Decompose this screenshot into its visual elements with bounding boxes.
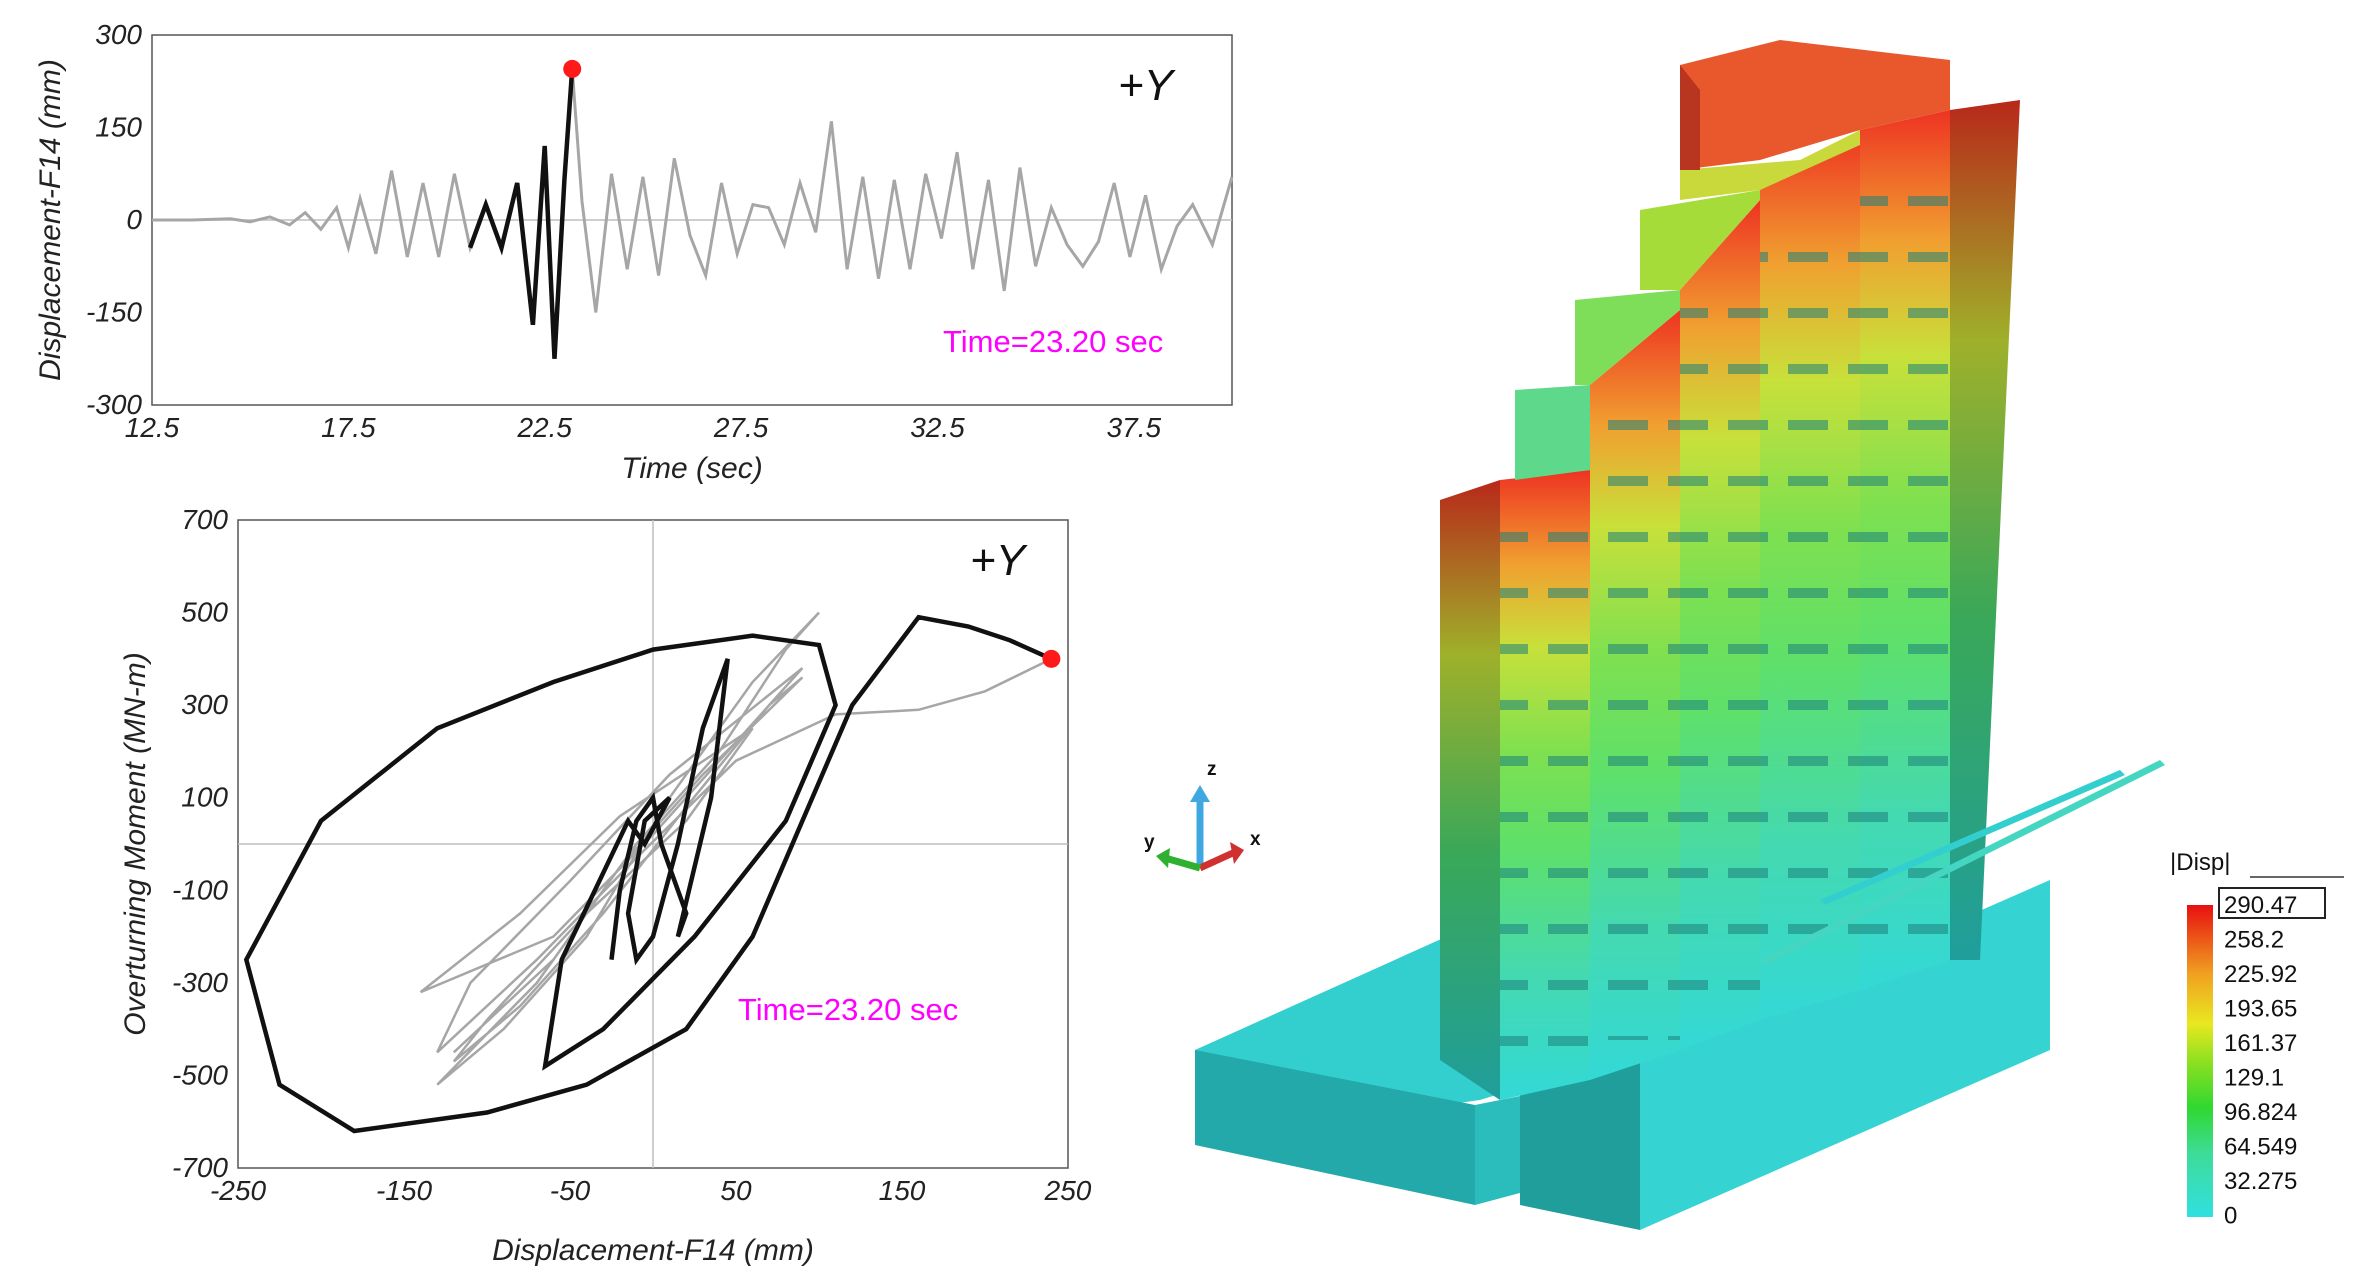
full-history-line xyxy=(419,611,1052,1086)
step-4 xyxy=(1680,130,1860,200)
core-base-side xyxy=(1640,880,2050,1230)
roof-top xyxy=(1680,40,1950,170)
x-tick-label: -150 xyxy=(376,1175,432,1206)
y-tick-label: -300 xyxy=(172,967,228,998)
current-segment-line xyxy=(243,614,1053,1134)
slab-mid xyxy=(1760,760,2165,965)
x-axis-label: Displacement-F14 (mm) xyxy=(492,1234,814,1267)
colorbar-label: 129.1 xyxy=(2224,1065,2284,1092)
y-tick-label: 700 xyxy=(181,504,228,535)
moment-displacement-chart: 700 500 300 100 -100 -300 -500 -700 -250 -150 -50… xyxy=(119,504,1092,1267)
colorbar-legend: |Disp| 290.47 258.2 225.92 193.65 161.37 129.… xyxy=(2170,849,2344,1230)
roof-front xyxy=(1680,65,1700,170)
time-label: Time=23.20 sec xyxy=(943,324,1163,359)
colorbar-max-box xyxy=(2218,887,2326,919)
y-axis-label: Overturning Moment (MN-m) xyxy=(119,652,152,1035)
window-rows-a xyxy=(1500,500,1590,1060)
y-tick-label: 150 xyxy=(95,112,142,143)
window-rows-d xyxy=(1760,220,1860,980)
colorbar-gradient xyxy=(2187,905,2213,1217)
window-rows-c xyxy=(1680,300,1760,1000)
y-tick-label: -300 xyxy=(86,389,142,420)
y-tick-label: -150 xyxy=(86,297,142,328)
tower-side-edge xyxy=(1950,100,2020,960)
tower-front-face xyxy=(1440,480,1500,1100)
colorbar-title: |Disp| xyxy=(2170,849,2230,876)
x-tick-label: 37.5 xyxy=(1107,412,1162,443)
current-point-marker xyxy=(563,59,582,78)
y-axis-label: Displacement-F14 (mm) xyxy=(34,59,67,381)
x-tick-label: -250 xyxy=(210,1175,266,1206)
building-displacement-view: z y x |Disp| 290.47 258.2 225.92 193.65 161.… xyxy=(1144,40,2344,1230)
triad-y-label: y xyxy=(1144,832,1155,853)
y-tick-label: -700 xyxy=(172,1152,228,1183)
x-tick-label: 12.5 xyxy=(125,412,180,443)
window-rows-b xyxy=(1590,400,1680,1040)
slab-lower xyxy=(1820,770,2125,905)
triad-x-label: x xyxy=(1250,829,1261,850)
y-tick-label: 300 xyxy=(95,19,142,50)
podium-front-left xyxy=(1195,1050,1475,1205)
step-3 xyxy=(1640,190,1760,290)
x-tick-label: -50 xyxy=(550,1175,591,1206)
x-axis-label: Time (sec) xyxy=(621,452,762,485)
y-tick-label: -100 xyxy=(172,874,228,905)
current-point-marker xyxy=(1042,649,1061,668)
x-tick-label: 250 xyxy=(1044,1175,1092,1206)
y-tick-label: 100 xyxy=(181,782,228,813)
step-2 xyxy=(1575,290,1680,385)
x-tick-label: 32.5 xyxy=(910,412,965,443)
full-history-line xyxy=(152,68,1234,359)
colorbar-label: 290.47 xyxy=(2224,892,2297,919)
colorbar-label: 161.37 xyxy=(2224,1030,2297,1057)
colorbar-label: 96.824 xyxy=(2224,1099,2297,1126)
colorbar-label: 225.92 xyxy=(2224,961,2297,988)
y-tick-label: 300 xyxy=(181,689,228,720)
displacement-history-chart: 300 150 0 -150 -300 12.5 17.5 22.5 27.5 32.5 37.5… xyxy=(34,19,1234,485)
direction-label: +Y xyxy=(970,536,1028,585)
y-tick-label: 500 xyxy=(181,597,228,628)
x-tick-label: 17.5 xyxy=(321,412,376,443)
x-tick-label: 150 xyxy=(879,1175,926,1206)
window-rows-e xyxy=(1860,150,1950,950)
y-tick-label: -500 xyxy=(172,1059,228,1090)
colorbar-label: 258.2 xyxy=(2224,927,2284,954)
colorbar-label: 0 xyxy=(2224,1203,2237,1230)
direction-label: +Y xyxy=(1118,61,1176,110)
axis-triad: z y x xyxy=(1144,759,1261,872)
colorbar-label: 64.549 xyxy=(2224,1134,2297,1161)
colorbar-label: 32.275 xyxy=(2224,1168,2297,1195)
x-tick-label: 50 xyxy=(720,1175,752,1206)
triad-z-label: z xyxy=(1207,759,1217,780)
current-segment-line xyxy=(467,68,575,359)
time-label: Time=23.20 sec xyxy=(738,992,958,1027)
step-1 xyxy=(1515,385,1590,480)
x-tick-label: 27.5 xyxy=(713,412,769,443)
y-tick-label: 0 xyxy=(126,204,142,235)
colorbar-label: 193.65 xyxy=(2224,996,2297,1023)
x-tick-label: 22.5 xyxy=(516,412,572,443)
